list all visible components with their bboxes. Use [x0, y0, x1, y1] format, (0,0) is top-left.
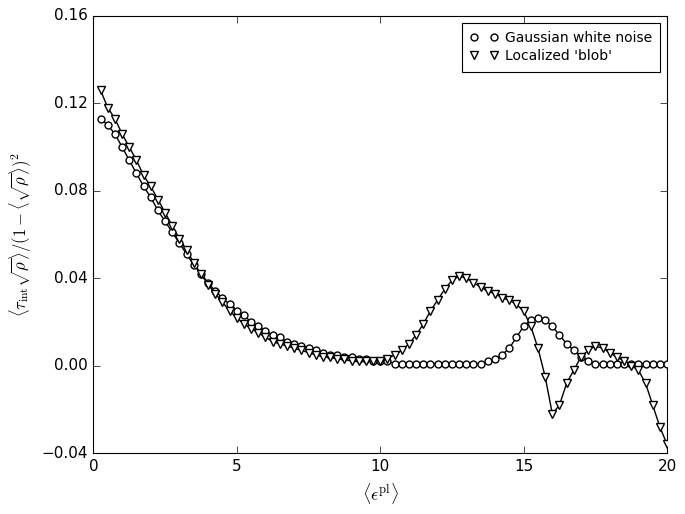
Localized 'blob' [599, 345, 607, 351]
Gaussian white noise [469, 360, 477, 366]
Localized 'blob' [97, 87, 105, 93]
Gaussian white noise [347, 354, 356, 360]
Line: Gaussian white noise: Gaussian white noise [97, 115, 671, 367]
Localized 'blob' [484, 288, 492, 295]
Gaussian white noise [663, 360, 671, 366]
Localized 'blob' [347, 358, 356, 364]
Legend: Gaussian white noise, Localized 'blob': Gaussian white noise, Localized 'blob' [462, 23, 660, 71]
Y-axis label: $\langle \tau_{\mathrm{int}} \sqrt{\rho} \rangle / (1 - \langle \sqrt{\rho} \ran: $\langle \tau_{\mathrm{int}} \sqrt{\rho}… [8, 152, 34, 317]
Localized 'blob' [440, 286, 449, 292]
Gaussian white noise [491, 356, 499, 362]
Gaussian white noise [97, 116, 105, 122]
Localized 'blob' [663, 442, 671, 448]
Gaussian white noise [390, 360, 399, 366]
Localized 'blob' [434, 297, 442, 303]
X-axis label: $\langle \epsilon^{\mathrm{pl}} \rangle$: $\langle \epsilon^{\mathrm{pl}} \rangle$ [362, 481, 399, 506]
Line: Localized 'blob': Localized 'blob' [97, 86, 671, 449]
Gaussian white noise [440, 360, 449, 366]
Gaussian white noise [448, 360, 456, 366]
Localized 'blob' [462, 275, 471, 281]
Gaussian white noise [606, 360, 614, 366]
